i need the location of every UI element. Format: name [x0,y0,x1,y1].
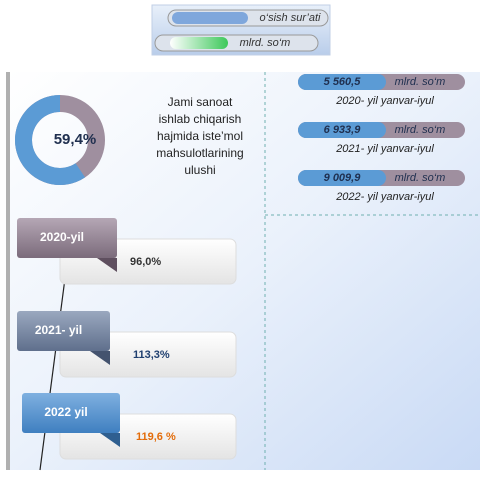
year-label: 2022 yil [44,405,87,419]
donut-share [15,95,86,185]
ribbon [17,218,117,258]
caption: ishlab chiqarish [159,112,242,126]
total-amount-bg [298,74,386,90]
total-unit: mlrd. so‘m [395,76,446,88]
total-amount: 9 009,9 [324,172,362,184]
total-amount: 6 933,9 [324,124,362,136]
total-amount-bg [298,122,386,138]
rate-label: 96,0% [130,256,161,268]
total-period: 2022- yil yanvar-iyul [335,191,434,203]
total-amount: 5 560,5 [324,76,362,88]
caption: hajmida iste’mol [157,129,243,143]
caption: ulushi [184,163,215,177]
legend-label: mlrd. so‘m [240,37,291,49]
legend-label: o‘sish sur’ati [260,12,321,24]
total-period: 2020- yil yanvar-iyul [335,95,434,107]
caption: mahsulotlarining [156,146,243,160]
total-unit: mlrd. so‘m [395,172,446,184]
year-label: 2021- yil [35,323,82,337]
rate-label: 113,3% [133,349,170,361]
year-label: 2020-yil [40,230,84,244]
ribbon [22,393,120,433]
donut-label: 59,4% [54,131,97,148]
ribbon-fold [90,351,110,365]
total-period: 2021- yil yanvar-iyul [335,143,434,155]
legend-swatch [172,12,248,24]
ribbon-fold [97,258,117,272]
rate-label: 119,6 % [136,431,176,443]
total-unit: mlrd. so‘m [395,124,446,136]
caption: Jami sanoat [168,95,233,109]
ribbon [17,311,110,351]
total-amount-bg [298,170,386,186]
panel-edge [6,72,10,470]
ribbon-fold [100,433,120,447]
legend-swatch [170,37,228,49]
